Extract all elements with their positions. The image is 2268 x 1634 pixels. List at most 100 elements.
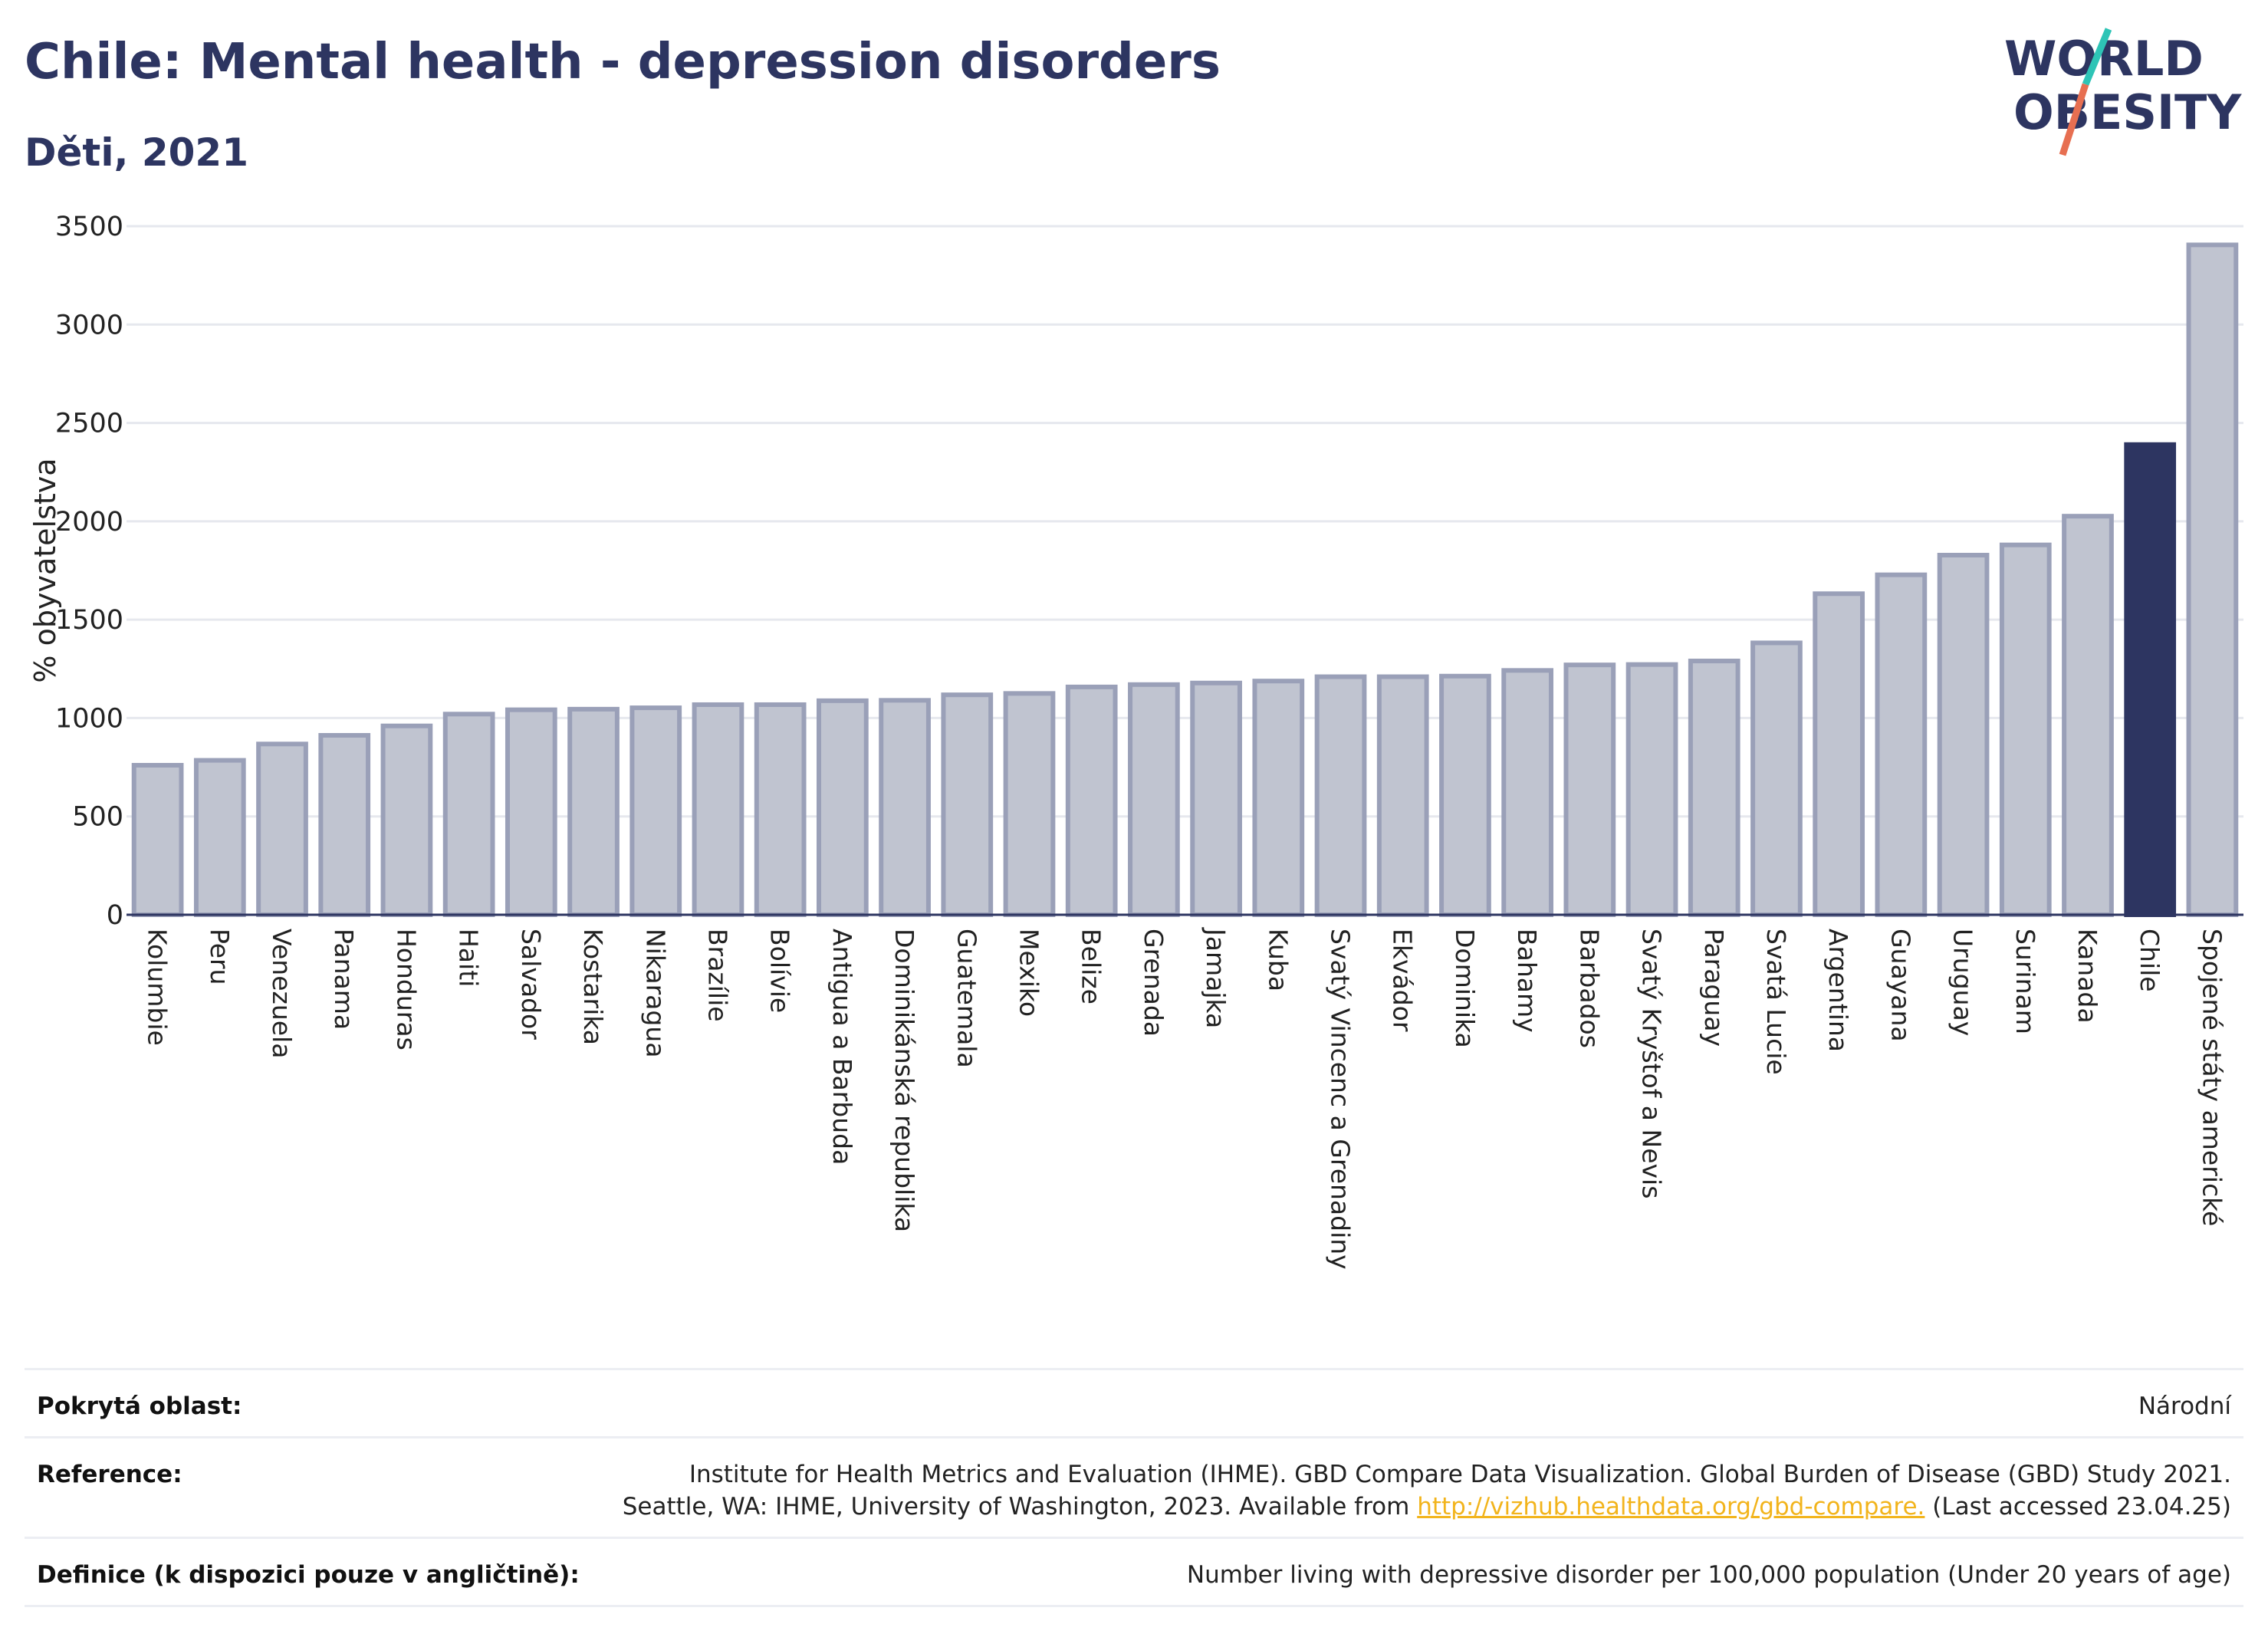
x-tick-label: Mexiko	[1014, 929, 1044, 1017]
x-axis-labels: Kolumbie Peru Venezuela Panama Honduras Haiti…	[143, 927, 2227, 1270]
bar-guatemala	[941, 692, 994, 917]
x-tick-label: Kanada	[2072, 929, 2102, 1024]
x-tick-label: Guayana	[1885, 929, 1915, 1042]
x-tick-label: Argentina	[1823, 929, 1853, 1052]
bar-grenada	[1128, 682, 1180, 917]
bar-svatý-vincenc-a-grenadiny	[1314, 674, 1367, 917]
x-tick-label: Jamajka	[1201, 927, 1231, 1028]
x-tick-label: Haiti	[454, 929, 484, 987]
x-tick-label: Barbados	[1574, 929, 1604, 1048]
bars	[131, 242, 2239, 918]
y-axis-ticks: 0 500 1000 1500 2000 2500 3000 3500	[55, 212, 123, 931]
world-obesity-logo: WORLD OBESITY	[2004, 28, 2242, 156]
bar-brazílie	[692, 702, 744, 917]
chart-title: Chile: Mental health - depression disord…	[25, 34, 1221, 90]
bar-dominikánská-republika	[879, 698, 931, 918]
x-tick-label: Guatemala	[952, 929, 981, 1068]
bar-venezuela	[256, 741, 308, 918]
x-tick-label: Dominika	[1450, 929, 1480, 1048]
x-tick-label: Chile	[2135, 929, 2164, 992]
bar-svatá-lucie	[1750, 640, 1803, 917]
bar-chart: 0 500 1000 1500 2000 2500 3000 3500 Kolumbie Per…	[28, 212, 2243, 1270]
y-tick-label: 3500	[55, 212, 123, 242]
bar-antigua-a-barbuda	[817, 698, 869, 917]
y-tick-label: 1500	[55, 605, 123, 636]
reference-line1: Institute for Health Metrics and Evaluat…	[689, 1461, 2231, 1488]
x-tick-label: Svatá Lucie	[1761, 929, 1791, 1075]
bar-uruguay	[1937, 552, 1990, 917]
y-axis-title: % obyvatelstva	[28, 458, 62, 682]
x-tick-label: Kostarika	[578, 929, 608, 1045]
y-tick-label: 0	[107, 900, 123, 931]
x-tick-label: Panama	[329, 929, 359, 1030]
bar-belize	[1065, 684, 1118, 917]
bar-dominika	[1439, 673, 1491, 917]
bar-peru	[193, 758, 246, 917]
bar-guayana	[1875, 572, 1928, 918]
x-tick-label: Peru	[205, 929, 235, 985]
bar-kostarika	[567, 706, 620, 918]
bar-surinam	[1999, 542, 2052, 917]
y-tick-label: 3000	[55, 310, 123, 340]
x-tick-label: Svatý Kryštof a Nevis	[1637, 929, 1667, 1198]
y-tick-label: 500	[72, 802, 123, 833]
definition-label: Definice (k dispozici pouze v angličtině…	[37, 1561, 580, 1589]
bar-honduras	[380, 723, 433, 917]
bar-ekvádor	[1376, 674, 1429, 917]
bar-salvador	[505, 707, 557, 918]
x-tick-label: Honduras	[391, 929, 421, 1050]
x-tick-label: Svatý Vincenc a Grenadiny	[1326, 929, 1356, 1270]
x-tick-label: Paraguay	[1699, 929, 1729, 1047]
x-tick-label: Grenada	[1139, 929, 1169, 1037]
logo-line2: OBESITY	[2013, 84, 2242, 140]
y-tick-label: 2500	[55, 409, 123, 439]
y-tick-label: 2000	[55, 507, 123, 538]
footer-table: Pokrytá oblast: Národní Reference: Insti…	[25, 1368, 2243, 1607]
x-tick-label: Dominikánská republika	[889, 929, 919, 1232]
bar-kanada	[2062, 514, 2114, 917]
bar-paraguay	[1688, 659, 1740, 917]
x-tick-label: Spojené státy americké	[2197, 929, 2227, 1226]
x-tick-label: Antigua a Barbuda	[827, 929, 857, 1165]
bar-chile	[2124, 442, 2177, 917]
bar-kolumbie	[131, 763, 184, 918]
x-tick-label: Bolívie	[765, 929, 795, 1013]
x-tick-label: Belize	[1076, 929, 1106, 1004]
logo-slash-red-icon	[2059, 83, 2089, 156]
x-tick-label: Uruguay	[1948, 929, 1978, 1036]
reference-link[interactable]: http://vizhub.healthdata.org/gbd-compare…	[1417, 1493, 1925, 1521]
x-tick-label: Bahamy	[1512, 929, 1542, 1033]
bar-bahamy	[1501, 668, 1553, 917]
footer-row-definition: Definice (k dispozici pouze v angličtině…	[25, 1537, 2243, 1607]
bar-svatý-kryštof-a-nevis	[1625, 662, 1678, 917]
bar-bolívie	[754, 702, 807, 917]
reference-value: Institute for Health Metrics and Evaluat…	[623, 1458, 2231, 1523]
bar-haiti	[442, 712, 495, 917]
x-tick-label: Ekvádor	[1388, 929, 1418, 1032]
x-tick-label: Venezuela	[267, 929, 297, 1058]
logo-slash-teal-icon	[2082, 28, 2112, 86]
x-tick-label: Brazílie	[702, 929, 732, 1022]
definition-value: Number living with depressive disorder p…	[1186, 1561, 2231, 1589]
x-tick-label: Kuba	[1263, 929, 1293, 991]
x-tick-label: Kolumbie	[143, 929, 173, 1046]
x-tick-label: Salvador	[516, 929, 546, 1040]
bar-jamajka	[1190, 680, 1242, 917]
bar-mexiko	[1003, 691, 1056, 917]
chart-subtitle: Děti, 2021	[25, 130, 249, 175]
reference-label: Reference:	[37, 1461, 182, 1488]
footer-row-coverage: Pokrytá oblast: Národní	[25, 1368, 2243, 1436]
bar-nikaragua	[629, 705, 682, 917]
y-tick-label: 1000	[55, 703, 123, 734]
bar-spojené-státy-americké	[2186, 242, 2239, 918]
x-tick-label: Nikaragua	[640, 929, 670, 1057]
bar-argentina	[1813, 591, 1865, 918]
bar-kuba	[1252, 679, 1305, 917]
coverage-label: Pokrytá oblast:	[37, 1392, 242, 1420]
reference-line2-post: (Last accessed 23.04.25)	[1925, 1493, 2231, 1521]
footer-row-reference: Reference: Institute for Health Metrics …	[25, 1436, 2243, 1537]
reference-line2-pre: Seattle, WA: IHME, University of Washing…	[622, 1493, 1418, 1521]
bar-panama	[318, 733, 371, 917]
x-tick-label: Surinam	[2010, 929, 2040, 1034]
bar-barbados	[1563, 662, 1616, 917]
